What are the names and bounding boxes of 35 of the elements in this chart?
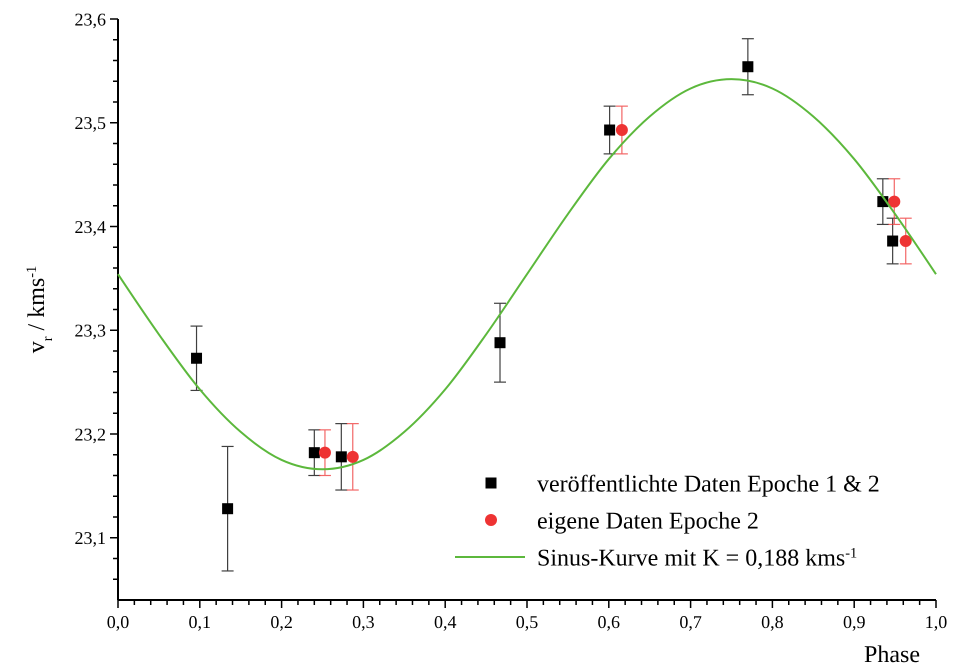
point — [191, 352, 202, 364]
line-series — [117, 78, 937, 470]
x-tick-label: 1,0 — [924, 612, 948, 632]
x-tick-label: 0,4 — [434, 612, 456, 632]
legend-label: veröffentlichte Daten Epoche 1 & 2 — [537, 471, 880, 498]
legend-label: eigene Daten Epoche 2 — [537, 508, 759, 534]
y-tick-label: 23,3 — [74, 320, 106, 341]
x-tick-label: 0,7 — [679, 612, 702, 632]
legend-label: Sinus-Kurve mit K = 0,188 kms$^{-1}$ — [537, 545, 858, 572]
y-tick-label: 23,4 — [74, 216, 106, 237]
x-tick-label: 0,3 — [352, 612, 375, 632]
x-tick-label: 0,8 — [761, 612, 784, 632]
x-tick-label: 0,1 — [188, 612, 212, 632]
x-axis-title: Phase — [864, 642, 920, 668]
point — [346, 450, 359, 463]
x-tick-label: 0,2 — [270, 612, 293, 632]
point — [494, 337, 506, 348]
y-tick-label: 23,6 — [74, 9, 106, 30]
point — [604, 124, 616, 136]
y-tick-label: 23,1 — [74, 528, 106, 548]
point — [616, 124, 628, 136]
point — [318, 446, 331, 459]
point — [900, 235, 912, 248]
point — [888, 196, 900, 208]
x-tick-label: 0,9 — [842, 612, 866, 632]
point — [222, 503, 234, 514]
y-tick-label: 23,2 — [74, 424, 106, 444]
point — [336, 451, 347, 462]
point — [742, 61, 754, 72]
y-tick-label: 23,5 — [74, 113, 106, 134]
point — [887, 236, 898, 247]
x-tick-label: 0,6 — [598, 612, 620, 632]
x-tick-label: 0,5 — [516, 612, 538, 632]
x-tick-label: 0,0 — [106, 612, 130, 632]
point — [308, 447, 320, 458]
